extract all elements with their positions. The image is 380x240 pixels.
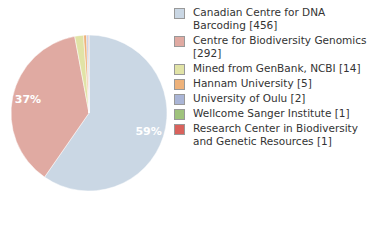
- html-text:Canadian Centre for DNA Barcod: Canadian Centre for DNA Barcoding [456]: [193, 6, 326, 31]
- html-text:University of Oulu [2]: University of Oulu [2]: [193, 92, 306, 104]
- html-text:Mined from GenBank, NCBI [14]: Mined from GenBank, NCBI [14]: [193, 62, 361, 74]
- svg-text:37%: 37%: [15, 93, 41, 106]
- html-text:Wellcome Sanger Institute [1]: Wellcome Sanger Institute [1]: [193, 107, 350, 119]
- html-text:Hannam University [5]: Hannam University [5]: [193, 77, 312, 89]
- html-text:Research Center in Biodiversit: Research Center in Biodiversity and Gene…: [193, 122, 358, 147]
- html-text:Centre for Biodiversity Genomi: Centre for Biodiversity Genomics [292]: [193, 34, 367, 59]
- svg-text:59%: 59%: [135, 125, 161, 138]
